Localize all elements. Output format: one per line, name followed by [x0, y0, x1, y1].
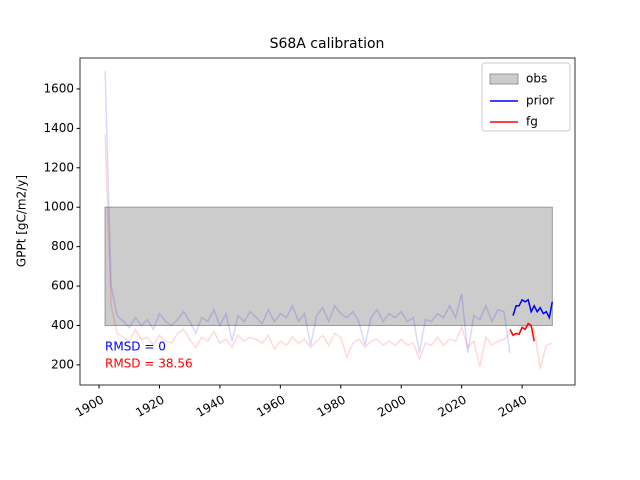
y-tick-label: 600 — [51, 279, 74, 293]
series-line — [509, 322, 535, 342]
x-tick-label: 1900 — [73, 393, 106, 420]
y-tick-label: 1000 — [43, 200, 74, 214]
y-tick-label: 1600 — [43, 81, 74, 95]
x-tick-label: 1980 — [315, 393, 348, 420]
x-tick-label: 1960 — [254, 393, 287, 420]
series-line — [512, 298, 554, 320]
legend-label: obs — [526, 72, 547, 86]
x-tick-label: 1920 — [133, 393, 166, 420]
x-tick-label: 2040 — [496, 393, 529, 420]
y-axis-label: GPPt [gC/m2/y] — [15, 175, 29, 267]
legend-swatch — [489, 73, 519, 85]
annotation: RMSD = 38.56 — [105, 357, 193, 371]
legend-label: prior — [526, 94, 554, 108]
legend-label: fg — [526, 115, 538, 129]
y-tick-label: 200 — [51, 357, 74, 371]
annotation: RMSD = 0 — [105, 340, 166, 354]
x-tick-label: 2000 — [375, 393, 408, 420]
obs-band — [104, 206, 553, 326]
plot-frame — [79, 57, 576, 386]
y-tick-label: 1200 — [43, 160, 74, 174]
history-line — [104, 71, 511, 354]
y-tick-label: 400 — [51, 318, 74, 332]
chart-title: S68A calibration — [270, 36, 385, 52]
x-tick-label: 1940 — [194, 393, 227, 420]
y-tick-label: 800 — [51, 239, 74, 253]
x-tick-label: 2020 — [435, 393, 468, 420]
y-tick-label: 1400 — [43, 121, 74, 135]
history-line — [104, 134, 553, 369]
